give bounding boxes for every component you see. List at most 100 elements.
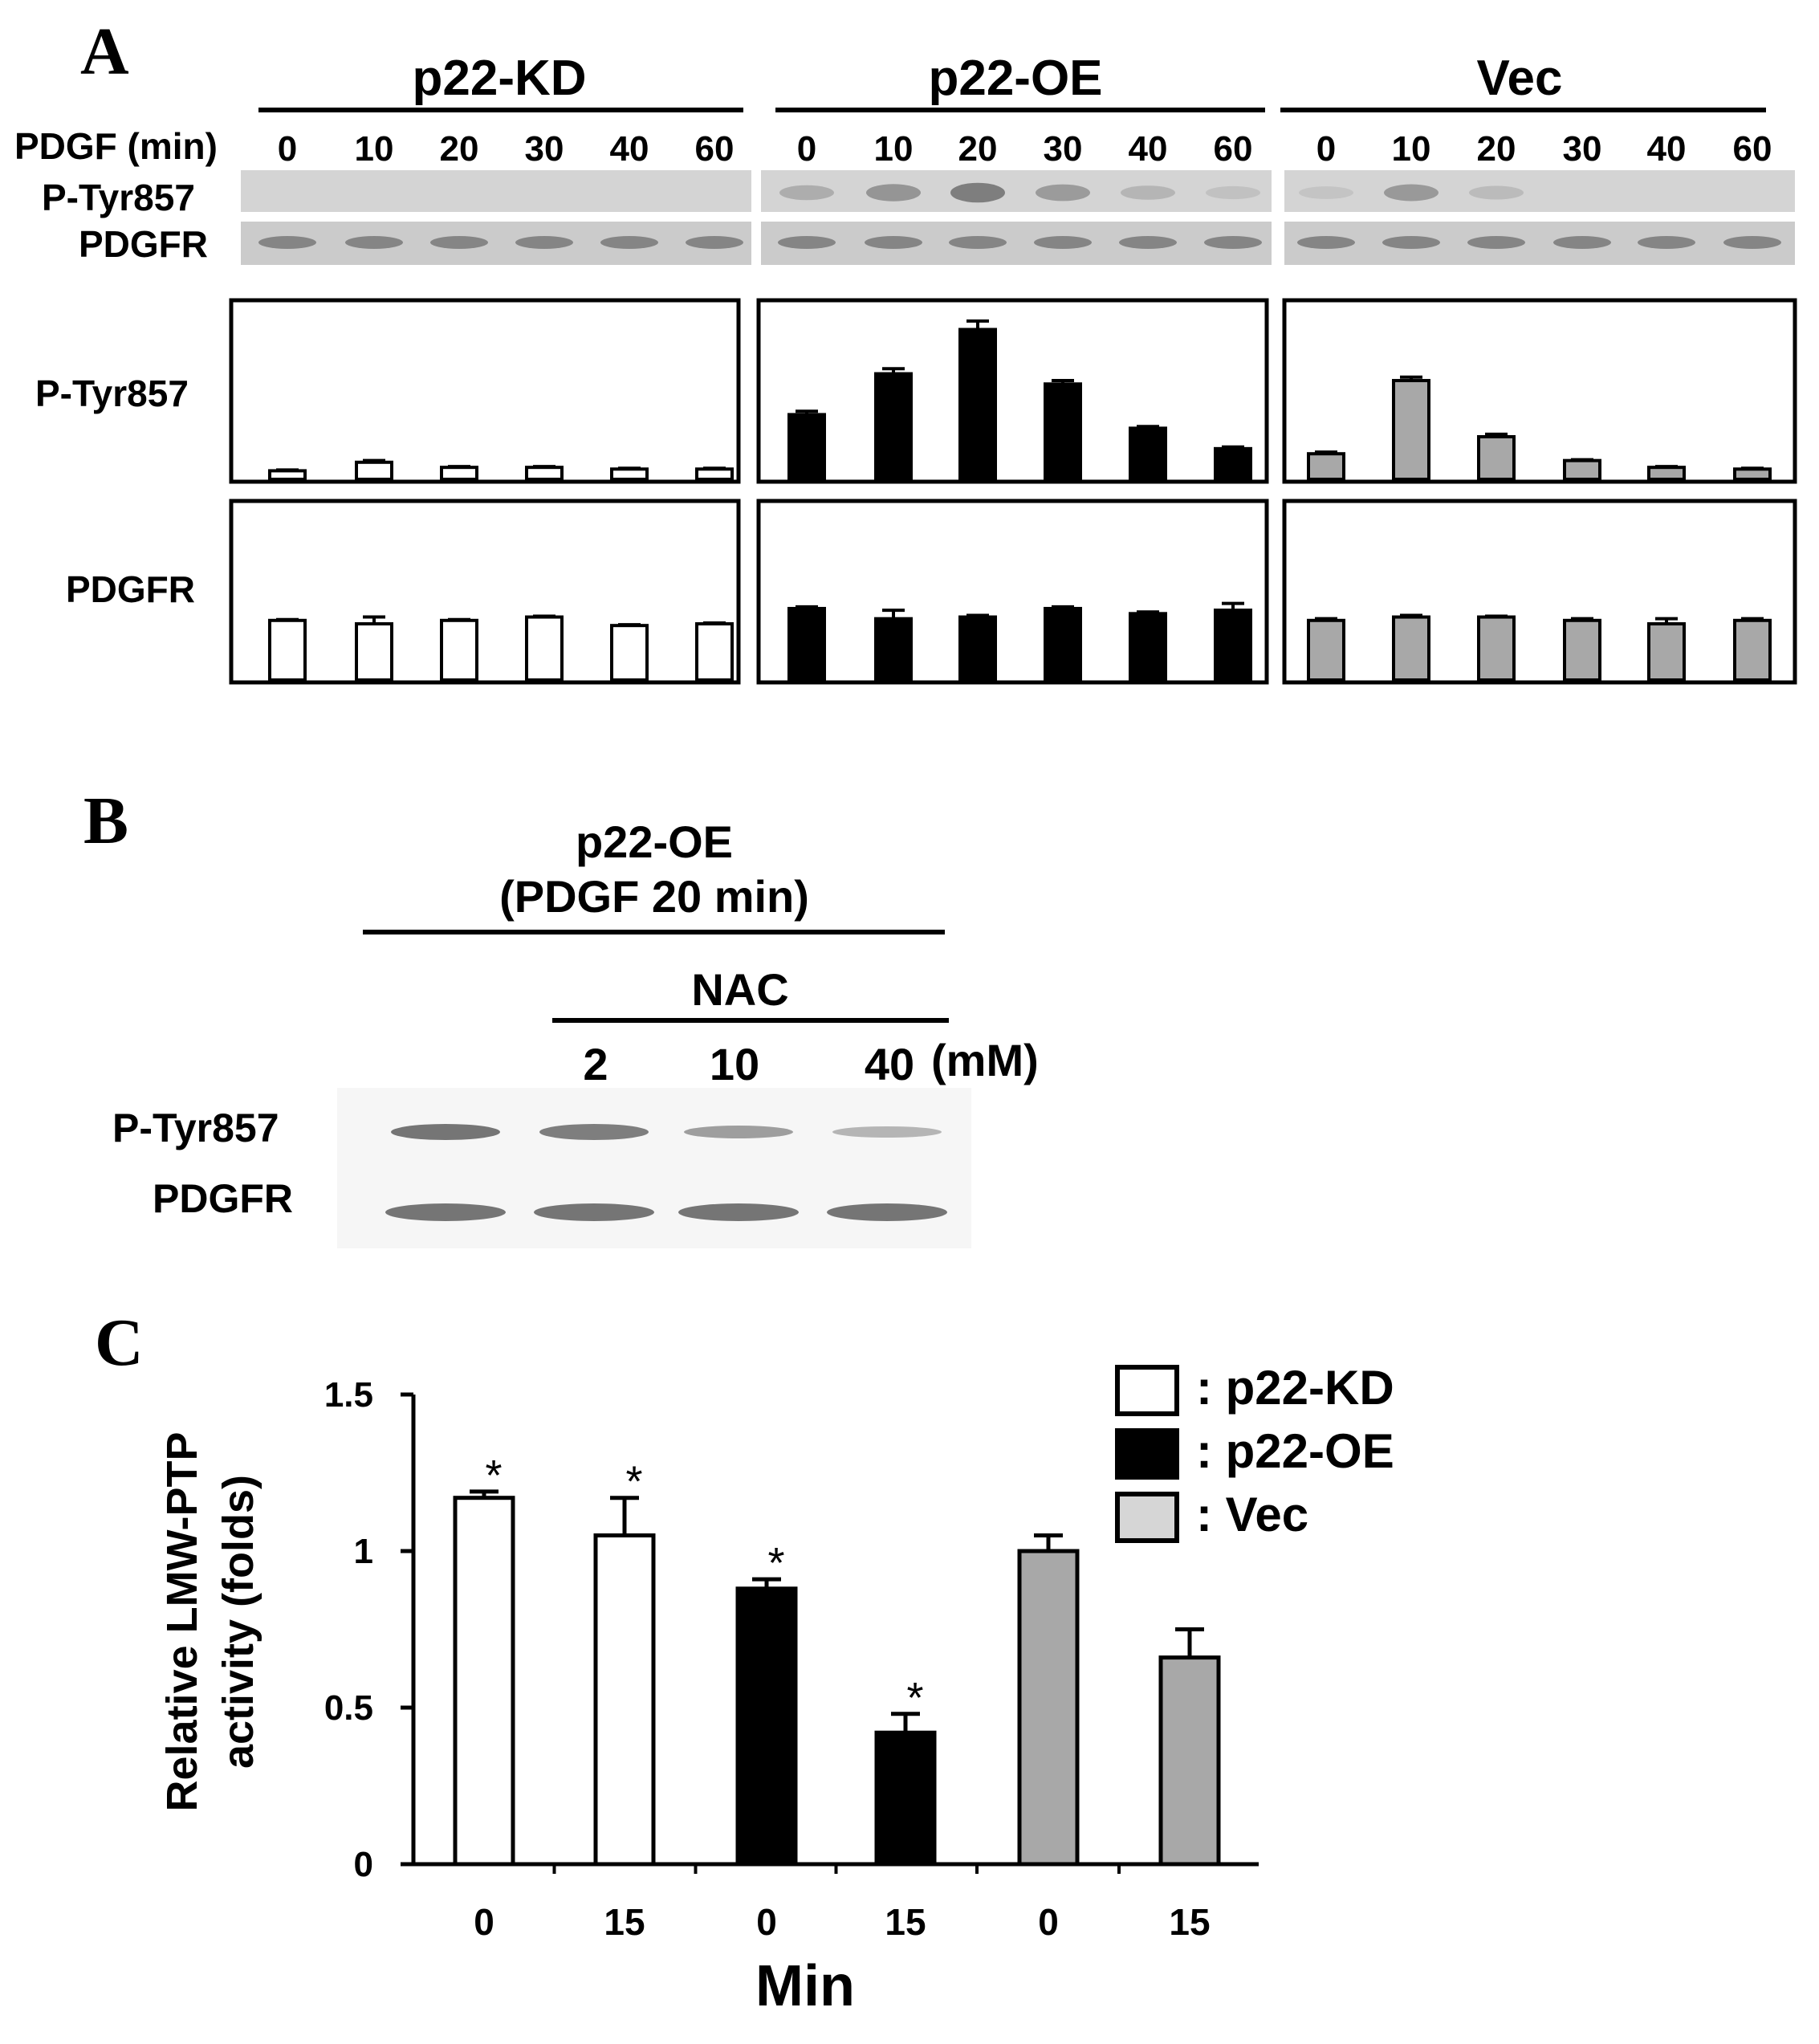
bar-ptyr-oe-1 [874,372,913,481]
band-pdgfr-kd-1 [345,236,403,249]
dose-2: 2 [583,1039,608,1089]
bar-ptyr-kd-1 [355,460,393,481]
panel-b-label-ptyr: P-Tyr857 [112,1105,279,1150]
band-pdgfr-vec-3 [1553,236,1611,249]
blot-label-ptyr: P-Tyr857 [42,177,195,218]
panel-a-letter: A [80,14,129,89]
bar-ptyr-vec-4 [1647,466,1686,481]
bar-ptyr-kd-5 [695,467,734,482]
blot-label-pdgfr: PDGFR [79,223,208,265]
time-label-oe-30: 30 [1044,129,1083,169]
time-label-kd-0: 0 [278,129,297,169]
panel-b-letter: B [83,784,128,858]
time-label-oe-20: 20 [958,129,998,169]
bar-ptyr-oe-4 [1129,426,1167,482]
band-ptyr-vec-1 [1384,184,1439,202]
bar-c-5 [1158,1655,1221,1867]
panel-c-letter: C [95,1305,144,1380]
group-header-vec: Vec [1477,51,1563,106]
blot-strip-ptyr-oe [761,170,1272,212]
band-b-pdgfr-0 [385,1203,506,1221]
legend-swatch-oe [1115,1428,1179,1480]
blot-strip-pdgfr-kd [241,222,751,265]
band-b-ptyr-3 [832,1126,942,1138]
time-label-kd-10: 10 [355,129,394,169]
x-tick-label-3: 15 [885,1901,926,1943]
band-pdgfr-kd-0 [258,236,316,249]
band-pdgfr-vec-5 [1723,236,1781,249]
chart-frame-pdgfr-vec [1282,499,1797,685]
bar-c-3 [874,1730,937,1867]
band-pdgfr-kd-2 [430,236,488,249]
bar-c-2 [735,1586,798,1867]
time-label-oe-60: 60 [1214,129,1253,169]
y-tick-label-0: 1.5 [324,1375,373,1415]
bar-ptyr-kd-4 [610,467,649,482]
bar-ptyr-oe-3 [1044,382,1082,481]
x-tick-label-4: 0 [1038,1901,1059,1943]
band-ptyr-oe-0 [779,185,834,201]
chart-frame-pdgfr-kd [229,499,741,685]
y-tick-label-2: 0.5 [324,1688,373,1728]
band-b-ptyr-1 [539,1124,649,1140]
nac-label: NAC [691,964,788,1015]
bar-pdgfr-vec-0 [1307,618,1345,682]
time-label-vec-0: 0 [1316,129,1336,169]
chart-label-ptyr: P-Tyr857 [35,373,189,414]
bar-pdgfr-kd-0 [268,618,307,682]
chart-frame-ptyr-vec [1282,298,1797,484]
western-blots-b [337,1088,971,1248]
group-headers: p22-KD p22-OE Vec [258,51,1766,112]
panel-b-membrane [337,1088,971,1248]
time-label-kd-40: 40 [610,129,649,169]
bar-c-1 [593,1533,656,1867]
band-pdgfr-vec-1 [1382,236,1440,249]
bar-pdgfr-oe-0 [787,606,826,682]
band-pdgfr-kd-3 [515,236,573,249]
chart-frame-ptyr-kd [229,298,741,484]
band-ptyr-vec-0 [1299,186,1353,199]
band-ptyr-oe-3 [1036,184,1090,202]
time-label-kd-20: 20 [440,129,479,169]
group-rule-kd [258,108,743,112]
bar-pdgfr-oe-1 [874,617,913,682]
legend-label-kd: : p22-KD [1196,1361,1394,1415]
band-pdgfr-vec-0 [1297,236,1355,249]
significance-star-3: * [906,1674,923,1722]
blot-strip-pdgfr-oe [761,222,1272,265]
panel-b-title-2: (PDGF 20 min) [499,871,809,922]
bar-pdgfr-kd-5 [695,622,734,682]
time-label-vec-10: 10 [1392,129,1431,169]
bar-ptyr-oe-5 [1214,446,1252,482]
bar-pdgfr-kd-3 [525,615,564,682]
time-label-vec-40: 40 [1647,129,1687,169]
bar-pdgfr-oe-4 [1129,612,1167,682]
time-label-oe-40: 40 [1129,129,1168,169]
bar-pdgfr-kd-1 [355,622,393,682]
time-label-oe-10: 10 [874,129,914,169]
panel-b-rule-1 [363,930,945,934]
pdgf-time-label: PDGF (min) [14,125,218,167]
bar-ptyr-vec-0 [1307,452,1345,482]
y-axis-title-line2: activity (folds) [214,1475,262,1769]
bar-pdgfr-kd-2 [440,618,478,682]
bar-ptyr-oe-2 [958,328,997,481]
bar-pdgfr-vec-2 [1477,615,1516,682]
legend-label-oe: : p22-OE [1196,1424,1394,1478]
band-b-pdgfr-1 [534,1203,654,1221]
legend-swatch-vec [1115,1492,1179,1543]
time-label-kd-60: 60 [695,129,735,169]
panel-b-title-1: p22-OE [576,816,733,867]
blot-strip-ptyr-vec [1284,170,1795,212]
significance-star-2: * [767,1539,784,1587]
bar-pdgfr-oe-2 [958,615,997,682]
bar-ptyr-kd-0 [268,469,307,482]
bar-ptyr-oe-0 [787,413,826,481]
bar-pdgfr-oe-5 [1214,609,1252,682]
band-pdgfr-vec-4 [1638,236,1695,249]
panel-b-label-pdgfr: PDGFR [153,1176,293,1221]
dose-unit: (mM) [931,1035,1039,1085]
time-label-vec-30: 30 [1563,129,1602,169]
band-ptyr-oe-5 [1206,185,1260,200]
